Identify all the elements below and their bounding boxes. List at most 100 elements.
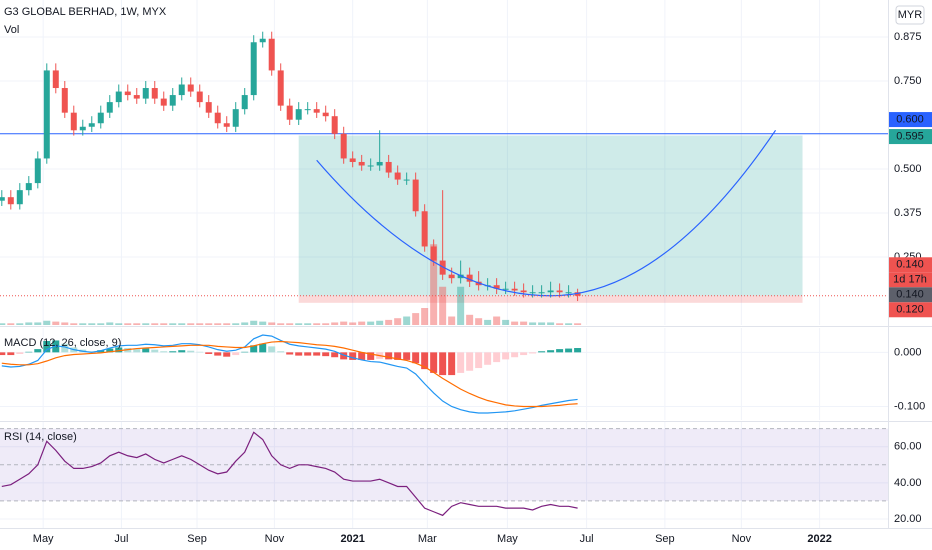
volume-bar <box>106 322 114 325</box>
macd-histogram-bar <box>394 352 402 360</box>
macd-histogram-bar <box>385 352 393 360</box>
y-tick-label: 60.00 <box>894 441 922 453</box>
volume-bar <box>475 318 483 325</box>
candle-body <box>187 84 194 92</box>
candle-body <box>25 183 32 191</box>
macd-histogram-bar <box>520 352 528 356</box>
candle-body <box>142 88 149 99</box>
macd-histogram-bar <box>259 343 267 353</box>
volume-bar <box>25 322 33 325</box>
volume-bar <box>556 323 564 325</box>
macd-histogram-bar <box>214 352 222 356</box>
candle-body <box>250 42 257 96</box>
y-tick-label: -0.100 <box>894 400 925 412</box>
macd-histogram-bar <box>34 349 42 353</box>
candle-body <box>178 84 185 96</box>
macd-histogram-bar <box>142 348 150 353</box>
macd-histogram-bar <box>178 350 186 353</box>
volume-bar <box>52 321 60 325</box>
volume-bar <box>133 323 141 325</box>
drawn-curve <box>316 129 777 297</box>
candle-body <box>34 158 41 184</box>
volume-bar <box>403 316 411 325</box>
volume-bar <box>34 322 42 325</box>
volume-bar <box>151 323 159 325</box>
position-loss-zone <box>298 295 803 303</box>
volume-bar <box>376 320 384 325</box>
currency-box[interactable] <box>895 5 925 25</box>
volume-bar <box>295 323 303 325</box>
candle-body <box>412 179 419 212</box>
candle-body <box>0 197 5 201</box>
y-tick-label: 0.375 <box>894 207 922 219</box>
volume-bar <box>160 323 168 325</box>
candle-body <box>430 246 437 261</box>
macd-histogram-bar <box>358 352 366 360</box>
currency-label[interactable]: MYR <box>898 9 923 21</box>
macd-histogram-bar <box>43 340 51 353</box>
stop-label: 0.120 <box>896 304 924 316</box>
macd-histogram-bar <box>484 352 492 365</box>
volume-bar <box>322 323 330 325</box>
volume-bar <box>259 321 267 325</box>
macd-histogram-bar <box>565 348 573 353</box>
macd-histogram-bar <box>133 349 141 353</box>
volume-bar <box>421 308 429 325</box>
candle-body <box>547 290 554 293</box>
target-label: 0.595 <box>896 130 924 142</box>
macd-histogram-bar <box>241 351 249 353</box>
macd-histogram-bar <box>448 352 456 376</box>
candle-body <box>277 70 284 106</box>
volume-bar <box>484 319 492 325</box>
candle-body <box>169 95 176 106</box>
candle-body <box>79 126 86 131</box>
macd-histogram-bar <box>250 345 258 353</box>
macd-line <box>1 340 578 408</box>
candle-body <box>493 285 500 289</box>
macd-histogram-bar <box>61 343 69 353</box>
macd-histogram-bar <box>502 352 510 360</box>
volume-bar <box>142 323 150 325</box>
macd-histogram-bar <box>160 351 168 353</box>
macd-histogram-bar <box>115 347 123 353</box>
candle-body <box>574 292 581 296</box>
volume-bar <box>88 323 96 325</box>
volume-bar <box>466 314 474 325</box>
y-tick-label: 0.750 <box>894 75 922 87</box>
countdown-label-bg <box>889 272 932 288</box>
candle-body <box>115 91 122 103</box>
volume-bar <box>61 322 69 325</box>
volume-bar <box>115 323 123 325</box>
volume-bar <box>304 323 312 325</box>
volume-bar <box>196 323 204 325</box>
candle-body <box>7 197 14 205</box>
macd-histogram-bar <box>403 352 411 360</box>
macd-histogram-bar <box>304 352 312 356</box>
macd-histogram-bar <box>331 352 339 358</box>
volume-bar <box>268 322 276 325</box>
volume-bar <box>205 323 213 325</box>
macd-histogram-bar <box>295 352 303 356</box>
macd-histogram-bar <box>340 352 348 360</box>
candle-body <box>43 70 50 159</box>
hline-label: 0.600 <box>896 113 924 125</box>
macd-histogram-bar <box>313 352 321 356</box>
volume-bar <box>313 323 321 325</box>
candle-body <box>124 91 131 96</box>
candle-body <box>331 116 338 134</box>
countdown-label: 1d 17h <box>893 274 927 286</box>
macd-histogram-bar <box>538 351 546 353</box>
volume-bar <box>232 323 240 325</box>
macd-histogram-bar <box>205 352 213 354</box>
candle-body <box>151 88 158 99</box>
macd-histogram-bar <box>349 352 357 360</box>
macd-histogram-bar <box>187 350 195 353</box>
pane-title: MACD (12, 26, close, 9) <box>4 337 121 349</box>
last-price-label-bg <box>889 257 932 273</box>
macd-histogram-bar <box>556 349 564 353</box>
macd-histogram-bar <box>430 352 438 373</box>
candle-body <box>466 274 473 282</box>
y-tick-label: 0.500 <box>894 163 922 175</box>
y-tick-label: 40.00 <box>894 477 922 489</box>
candle-body <box>358 161 365 166</box>
